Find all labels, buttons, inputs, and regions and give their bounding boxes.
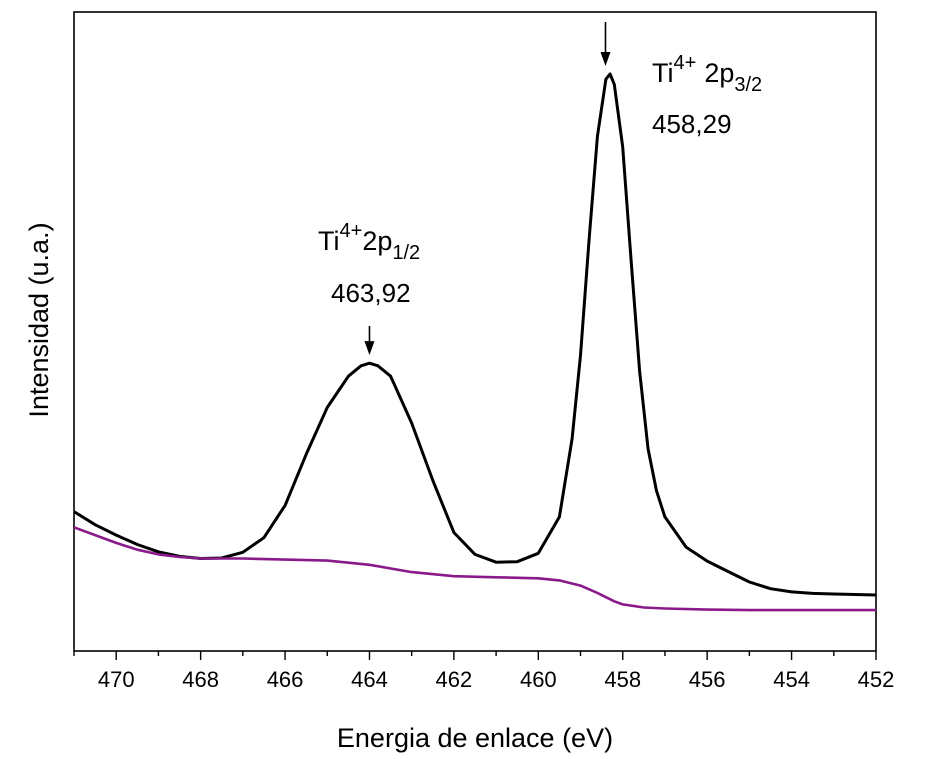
peak-arrows xyxy=(364,22,611,356)
annotation-peak-2-label: Ti4+ 2p3/2 xyxy=(652,52,762,96)
background-line xyxy=(73,526,876,612)
x-tick-label: 464 xyxy=(351,667,388,692)
annotation-peak-1-label: Ti4+2p1/2 xyxy=(318,220,420,264)
y-axis-title: Intensidad (u.a.) xyxy=(24,222,54,417)
x-axis-tick-labels: 470 468 466 464 462 460 458 456 454 452 xyxy=(98,667,895,692)
x-tick-label: 468 xyxy=(182,667,219,692)
x-tick-label: 460 xyxy=(520,667,557,692)
x-tick-label: 452 xyxy=(858,667,895,692)
annotation-peak-1-value: 463,92 xyxy=(331,278,411,308)
annotation-peak-2-value: 458,29 xyxy=(652,109,732,139)
arrow-head xyxy=(600,52,611,66)
x-axis-title: Energia de enlace (eV) xyxy=(337,723,613,753)
plot-frame xyxy=(73,11,877,652)
series-group xyxy=(73,72,877,612)
x-tick-label: 456 xyxy=(689,667,726,692)
spectrum-line xyxy=(73,72,877,597)
x-tick-label: 470 xyxy=(98,667,135,692)
arrow-head xyxy=(364,341,375,356)
x-tick-label: 458 xyxy=(604,667,641,692)
x-tick-label: 466 xyxy=(267,667,304,692)
x-tick-label: 454 xyxy=(773,667,810,692)
x-tick-label: 462 xyxy=(436,667,473,692)
x-axis-ticks xyxy=(73,651,877,660)
